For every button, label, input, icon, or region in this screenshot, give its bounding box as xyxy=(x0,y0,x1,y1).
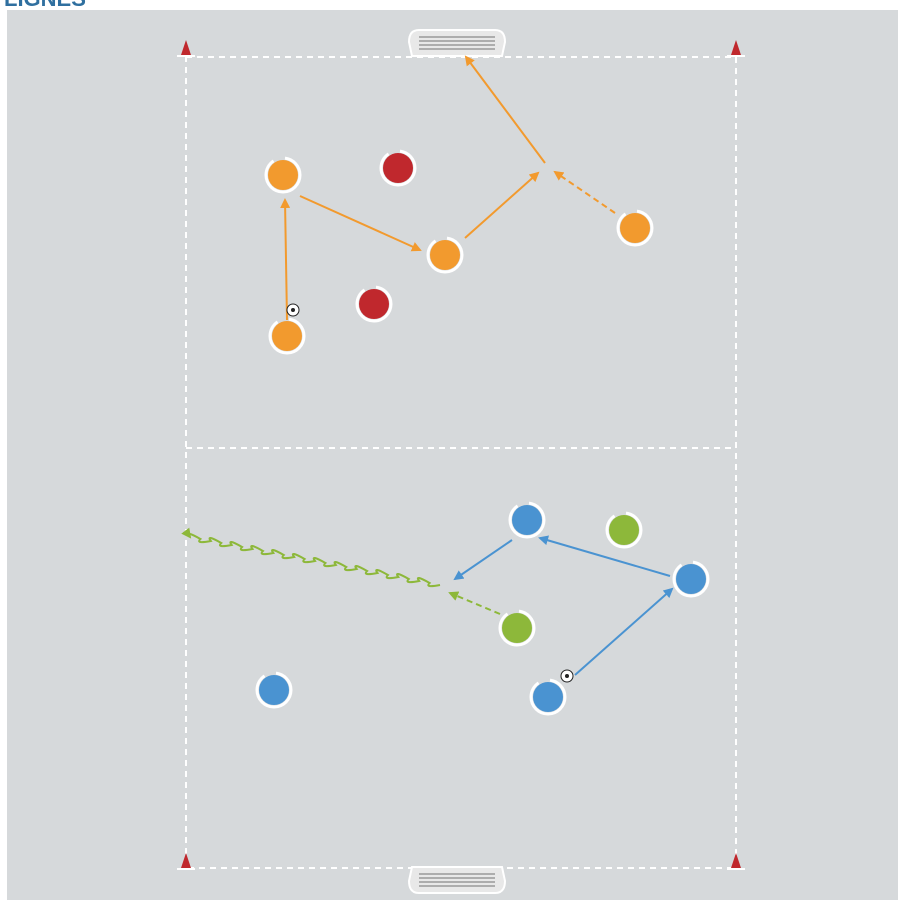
cone xyxy=(731,40,741,55)
player-ring xyxy=(355,285,393,323)
player-ring xyxy=(379,149,417,187)
player xyxy=(259,675,289,705)
player xyxy=(676,564,706,594)
field-background xyxy=(7,10,898,900)
player-ring xyxy=(605,511,643,549)
player-ring xyxy=(616,209,654,247)
arrow xyxy=(464,55,546,164)
player xyxy=(620,213,650,243)
arrow xyxy=(453,539,513,581)
player xyxy=(359,289,389,319)
cone xyxy=(181,853,191,868)
ball-patch xyxy=(565,674,569,678)
player-ring xyxy=(508,501,546,539)
player-ring xyxy=(672,560,710,598)
player xyxy=(268,160,298,190)
player-ring xyxy=(498,609,536,647)
run-path xyxy=(181,527,441,588)
cone xyxy=(181,40,191,55)
arrow xyxy=(448,591,501,615)
arrow xyxy=(464,171,540,239)
arrow xyxy=(299,195,422,252)
drill-elements xyxy=(177,29,745,894)
arrow xyxy=(574,587,674,676)
player-ring xyxy=(268,317,306,355)
player xyxy=(383,153,413,183)
title: LIGNES xyxy=(4,0,86,11)
arrow xyxy=(538,535,671,577)
player-ring xyxy=(529,678,567,716)
arrow xyxy=(553,170,616,214)
arrow xyxy=(280,198,291,321)
player xyxy=(609,515,639,545)
player xyxy=(533,682,563,712)
player xyxy=(430,240,460,270)
player-ring xyxy=(264,156,302,194)
player xyxy=(512,505,542,535)
goal xyxy=(407,866,507,894)
player xyxy=(272,321,302,351)
ball-patch xyxy=(291,308,295,312)
player xyxy=(502,613,532,643)
goal xyxy=(407,29,507,57)
cone xyxy=(731,853,741,868)
player-ring xyxy=(255,671,293,709)
player-ring xyxy=(426,236,464,274)
